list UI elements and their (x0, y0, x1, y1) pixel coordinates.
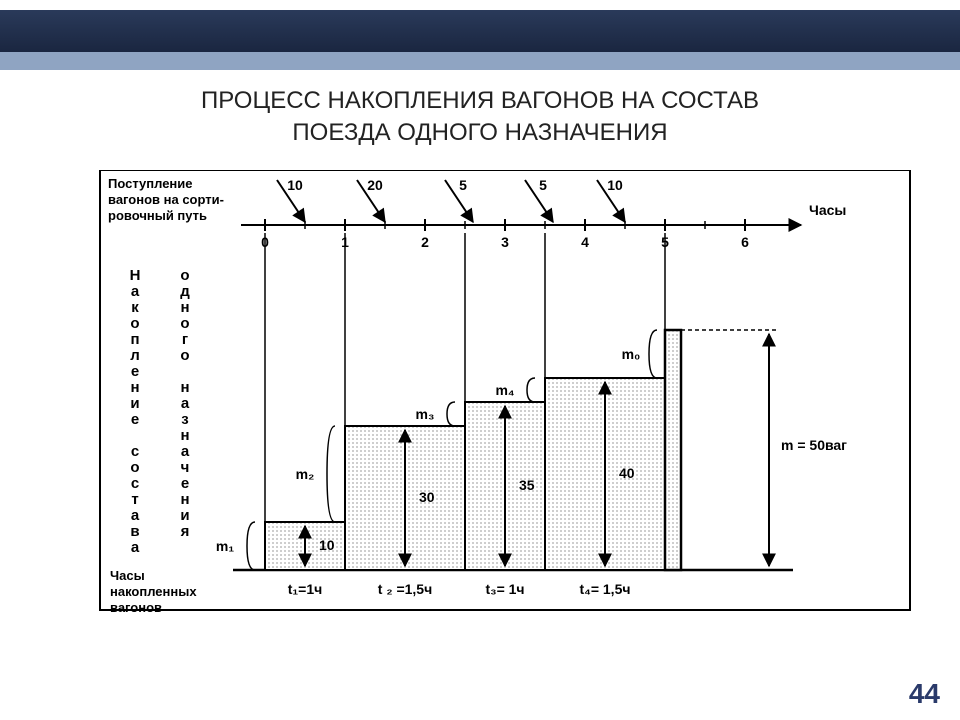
svg-text:о: о (180, 315, 189, 332)
svg-text:накопленных: накопленных (110, 584, 197, 599)
svg-text:а: а (131, 283, 140, 300)
svg-text:35: 35 (519, 477, 535, 493)
svg-text:н: н (180, 491, 189, 508)
svg-text:10: 10 (607, 177, 623, 193)
title-line-2: ПОЕЗДА ОДНОГО НАЗНАЧЕНИЯ (292, 119, 667, 146)
svg-text:с: с (131, 443, 139, 460)
svg-text:m = 50ваг: m = 50ваг (781, 437, 847, 453)
svg-text:я: я (181, 523, 190, 540)
svg-text:10: 10 (319, 537, 335, 553)
svg-text:3: 3 (501, 234, 509, 250)
svg-text:н: н (130, 379, 139, 396)
svg-text:н: н (180, 379, 189, 396)
header-light-band (0, 52, 960, 70)
svg-text:в: в (130, 523, 139, 540)
svg-text:m₁: m₁ (216, 538, 234, 554)
svg-text:п: п (130, 331, 139, 348)
header-bar (0, 10, 960, 70)
svg-text:t₁=1ч: t₁=1ч (288, 581, 323, 597)
svg-text:5: 5 (459, 177, 467, 193)
svg-text:н: н (180, 427, 189, 444)
svg-text:m₂: m₂ (296, 466, 315, 482)
svg-text:вагонов: вагонов (110, 600, 162, 615)
svg-text:о: о (130, 315, 139, 332)
svg-text:вагонов на сорти-: вагонов на сорти- (108, 192, 224, 207)
svg-text:Часы: Часы (110, 568, 145, 583)
svg-text:5: 5 (539, 177, 547, 193)
svg-text:4: 4 (581, 234, 589, 250)
svg-text:н: н (180, 299, 189, 316)
svg-text:40: 40 (619, 465, 635, 481)
svg-text:и: и (180, 507, 189, 524)
svg-text:а: а (131, 507, 140, 524)
svg-text:10: 10 (287, 177, 303, 193)
svg-text:t₄= 1,5ч: t₄= 1,5ч (580, 581, 631, 597)
svg-text:ч: ч (181, 459, 190, 476)
svg-text:т: т (131, 491, 138, 508)
svg-text:о: о (180, 347, 189, 364)
svg-text:t₃= 1ч: t₃= 1ч (485, 581, 524, 597)
svg-text:2: 2 (421, 234, 429, 250)
svg-text:е: е (131, 411, 139, 428)
svg-text:20: 20 (367, 177, 383, 193)
accumulation-diagram: 0123456Часы10205510Поступлениевагонов на… (40, 170, 920, 660)
svg-text:к: к (131, 299, 139, 316)
svg-text:а: а (131, 539, 140, 556)
svg-text:Поступление: Поступление (108, 176, 193, 191)
header-dark-band (0, 10, 960, 52)
page-number: 44 (909, 678, 940, 710)
svg-text:с: с (131, 475, 139, 492)
svg-text:а: а (181, 395, 190, 412)
svg-text:л: л (130, 347, 140, 364)
svg-text:Н: Н (130, 267, 141, 284)
svg-text:Часы: Часы (809, 202, 846, 218)
diagram-stage: 0123456Часы10205510Поступлениевагонов на… (40, 170, 920, 660)
svg-text:t ₂ =1,5ч: t ₂ =1,5ч (378, 581, 432, 597)
svg-text:m₄: m₄ (495, 382, 514, 398)
slide-title: ПРОЦЕСС НАКОПЛЕНИЯ ВАГОНОВ НА СОСТАВ ПОЕ… (0, 85, 960, 150)
svg-text:а: а (181, 443, 190, 460)
svg-text:г: г (182, 331, 188, 348)
svg-text:6: 6 (741, 234, 749, 250)
svg-text:о: о (180, 267, 189, 284)
svg-text:з: з (181, 411, 188, 428)
svg-text:m₀: m₀ (622, 346, 641, 362)
svg-text:о: о (130, 459, 139, 476)
svg-text:ровочный путь: ровочный путь (108, 208, 207, 223)
svg-text:m₃: m₃ (416, 406, 435, 422)
svg-text:е: е (131, 363, 139, 380)
svg-text:д: д (180, 283, 190, 300)
svg-text:и: и (130, 395, 139, 412)
svg-text:30: 30 (419, 489, 435, 505)
title-line-1: ПРОЦЕСС НАКОПЛЕНИЯ ВАГОНОВ НА СОСТАВ (201, 87, 759, 114)
svg-text:е: е (181, 475, 189, 492)
